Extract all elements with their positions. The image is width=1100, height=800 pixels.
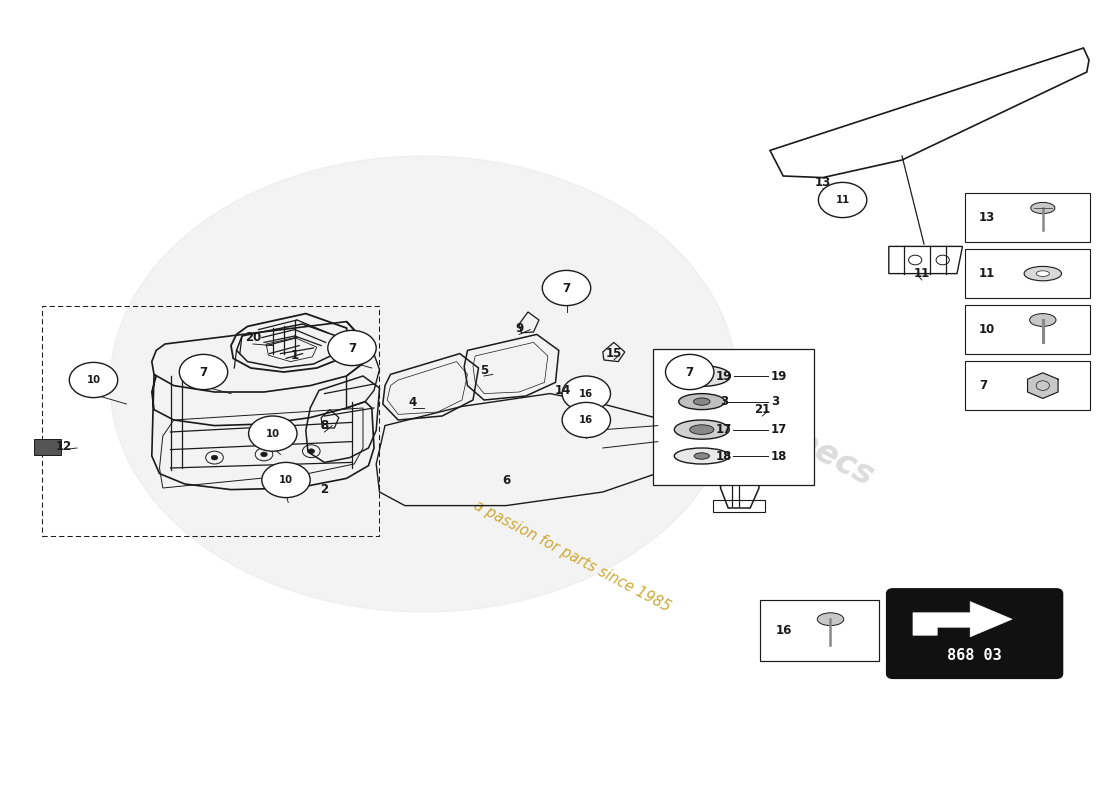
Ellipse shape — [673, 366, 730, 386]
Polygon shape — [913, 602, 1012, 637]
FancyBboxPatch shape — [653, 349, 814, 485]
Text: 16: 16 — [580, 415, 593, 425]
Text: 10: 10 — [279, 475, 293, 485]
Circle shape — [249, 416, 297, 451]
Text: 16: 16 — [580, 389, 593, 398]
Ellipse shape — [1036, 270, 1049, 276]
Ellipse shape — [679, 394, 725, 410]
Text: 13: 13 — [815, 176, 830, 189]
Ellipse shape — [694, 398, 711, 406]
Circle shape — [262, 462, 310, 498]
Text: 10: 10 — [979, 323, 996, 336]
Text: 3: 3 — [719, 395, 728, 408]
Text: 7: 7 — [562, 282, 571, 294]
Circle shape — [211, 455, 218, 460]
Text: 4: 4 — [408, 396, 417, 409]
Text: 7: 7 — [979, 379, 987, 392]
Text: 17: 17 — [716, 423, 732, 436]
Ellipse shape — [1031, 202, 1055, 214]
Text: 17: 17 — [771, 423, 788, 436]
Text: 13: 13 — [979, 211, 996, 224]
Text: 18: 18 — [716, 450, 732, 462]
Ellipse shape — [817, 613, 844, 626]
Text: 5: 5 — [480, 364, 488, 377]
Text: 15: 15 — [606, 347, 621, 360]
FancyBboxPatch shape — [965, 362, 1090, 410]
Ellipse shape — [691, 371, 713, 381]
Ellipse shape — [674, 420, 729, 439]
Text: 16: 16 — [776, 624, 792, 637]
FancyBboxPatch shape — [965, 249, 1090, 298]
Circle shape — [328, 330, 376, 366]
Text: 14: 14 — [556, 384, 571, 397]
Text: 11: 11 — [979, 267, 996, 280]
Polygon shape — [110, 156, 737, 612]
FancyBboxPatch shape — [965, 305, 1090, 354]
Circle shape — [562, 376, 611, 411]
Circle shape — [542, 270, 591, 306]
Text: 6: 6 — [502, 474, 510, 486]
Text: 19: 19 — [716, 370, 732, 382]
Circle shape — [666, 354, 714, 390]
Circle shape — [562, 402, 611, 438]
Text: 10: 10 — [87, 375, 100, 385]
Ellipse shape — [1024, 266, 1062, 281]
FancyBboxPatch shape — [965, 194, 1090, 242]
Text: 3: 3 — [771, 395, 779, 408]
Text: 21: 21 — [755, 403, 770, 416]
FancyBboxPatch shape — [760, 600, 879, 661]
Ellipse shape — [1030, 314, 1056, 326]
Text: 1: 1 — [290, 350, 299, 362]
Text: 18: 18 — [771, 450, 788, 462]
Text: 9: 9 — [515, 322, 524, 334]
Text: 8: 8 — [320, 419, 329, 432]
Circle shape — [69, 362, 118, 398]
FancyBboxPatch shape — [34, 439, 60, 455]
FancyBboxPatch shape — [887, 589, 1063, 678]
Ellipse shape — [674, 448, 729, 464]
Text: 7: 7 — [348, 342, 356, 354]
Circle shape — [818, 182, 867, 218]
Text: 20: 20 — [245, 331, 261, 344]
Text: 868 03: 868 03 — [947, 649, 1002, 663]
Text: 7: 7 — [685, 366, 694, 378]
Circle shape — [179, 354, 228, 390]
Text: 2: 2 — [320, 483, 329, 496]
Text: 11: 11 — [836, 195, 849, 205]
Circle shape — [261, 452, 267, 457]
Text: ec@specs: ec@specs — [704, 378, 880, 494]
Text: 11: 11 — [914, 267, 929, 280]
Text: a passion for parts since 1985: a passion for parts since 1985 — [471, 498, 673, 614]
Text: 10: 10 — [266, 429, 279, 438]
Text: 12: 12 — [56, 440, 72, 453]
Polygon shape — [1027, 373, 1058, 398]
Ellipse shape — [694, 453, 710, 459]
Text: 7: 7 — [199, 366, 208, 378]
Text: 19: 19 — [771, 370, 788, 382]
Circle shape — [308, 449, 315, 454]
Ellipse shape — [690, 425, 714, 434]
